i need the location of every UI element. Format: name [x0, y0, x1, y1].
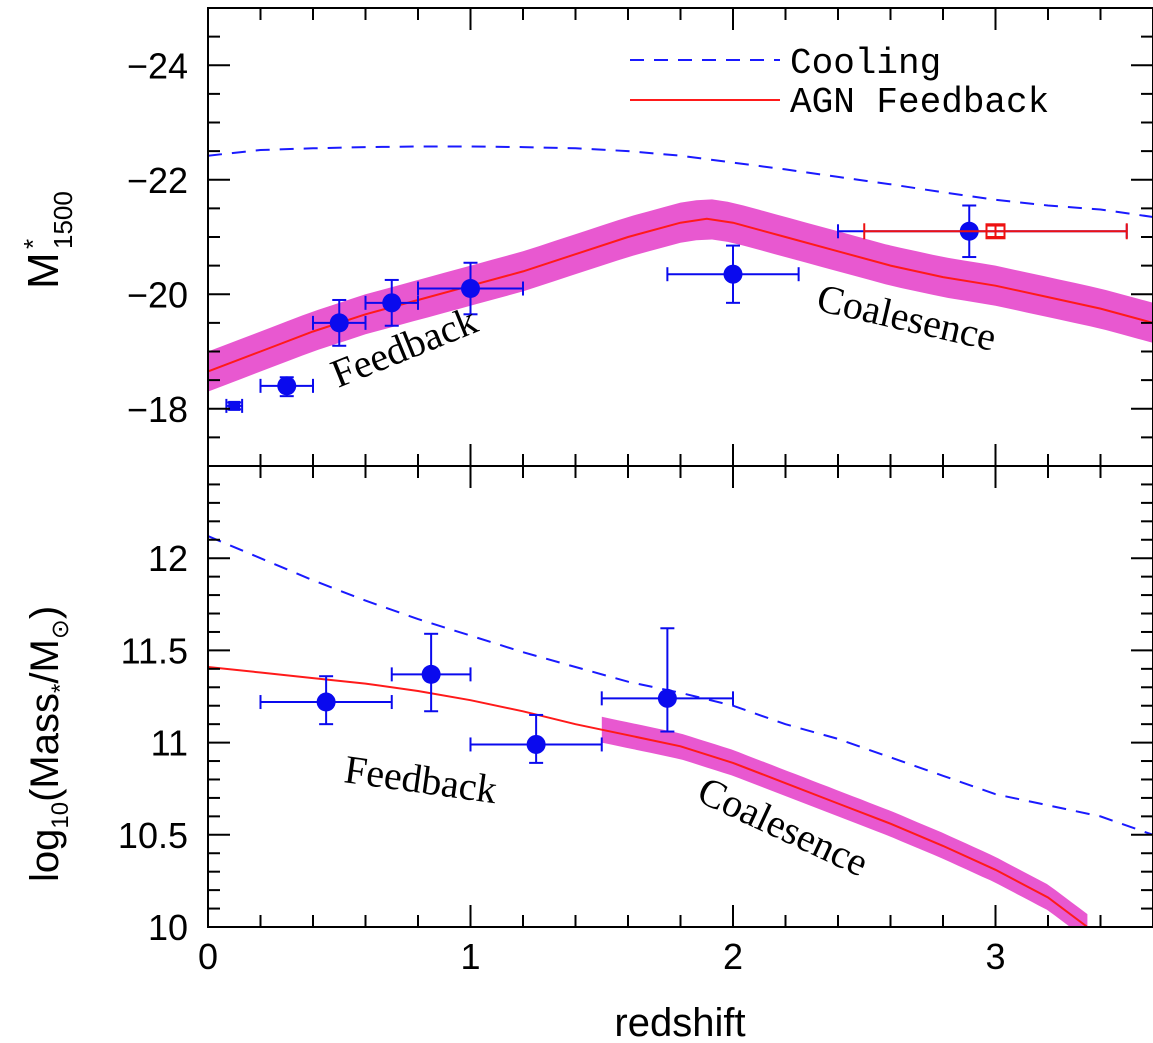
top-red-data-point-1: [863, 223, 1128, 240]
top-ylabel-main: M: [19, 252, 68, 289]
bottom-frame: [207, 465, 1153, 928]
top-data-point-6-marker: [723, 264, 743, 284]
top-red-data-point-1-box: [985, 223, 1006, 240]
legend-cooling-label: Cooling: [790, 43, 941, 84]
top-data-point-6: [666, 244, 800, 304]
bottom-data-point-2: [390, 632, 472, 713]
xtick-label: 0: [198, 936, 218, 977]
top-data-point-5: [417, 261, 524, 316]
top-ylabel-sub: 1500: [48, 191, 78, 249]
bottom-data-point-2-marker: [421, 664, 441, 684]
top-data-point-3: [312, 298, 367, 347]
top-ylabel-sup: *: [18, 239, 48, 249]
bottom-agn-uncertainty-band: [601, 716, 1088, 927]
top-data-point-4-marker: [382, 293, 402, 313]
bottom-ytick-label: 12: [148, 538, 188, 579]
bottom-ytick-label: 10: [148, 907, 188, 948]
bottom-ytick-label: 10.5: [118, 815, 188, 856]
x-axis-label: redshift: [614, 1001, 745, 1043]
xtick-label: 3: [985, 936, 1005, 977]
bottom-data-point-3: [469, 713, 603, 764]
top-ytick-label: −22: [127, 160, 188, 201]
top-data-point-2-marker: [277, 376, 297, 396]
top-data-point-4: [364, 278, 419, 327]
xtick-label: 2: [723, 936, 743, 977]
top-data-point-2: [259, 376, 314, 398]
legend-agn-label: AGN Feedback: [790, 82, 1049, 123]
legend: Cooling AGN Feedback: [630, 43, 1049, 123]
bottom-data-point-3-marker: [526, 734, 546, 754]
bottom-ylabel: log10(Mass*/M⊙): [23, 606, 74, 882]
bottom-data-point-4-marker: [657, 688, 677, 708]
bottom-ytick-label: 11: [151, 723, 188, 764]
bottom-cooling-line: [208, 535, 1153, 836]
bottom-ylabel-text: log10(Mass*/M⊙): [23, 606, 74, 882]
top-panel: −18−20−22−24 Feedback Coalesence Cooling…: [18, 7, 1153, 467]
bottom-data-point-1: [259, 675, 393, 726]
top-cooling-line: [208, 145, 1153, 218]
bottom-annotation-feedback: Feedback: [342, 746, 500, 812]
top-data-point-3-marker: [329, 313, 349, 333]
top-data-point-5-marker: [461, 279, 480, 299]
top-ylabel: M * 1500: [18, 191, 78, 289]
top-agn-feedback-line: [208, 217, 1153, 373]
bottom-ytick-label: 11.5: [121, 630, 188, 671]
top-data-point-1: [225, 398, 244, 413]
bottom-agn-feedback-line: [208, 666, 1088, 927]
top-ytick-label: −24: [127, 45, 188, 86]
top-ytick-label: −18: [127, 389, 188, 430]
top-ytick-label: −20: [127, 274, 188, 315]
bottom-data-point-1-marker: [316, 692, 336, 712]
top-data-point-1-marker: [228, 400, 241, 411]
xtick-label: 1: [460, 936, 480, 977]
bottom-data-point-4: [600, 627, 734, 733]
